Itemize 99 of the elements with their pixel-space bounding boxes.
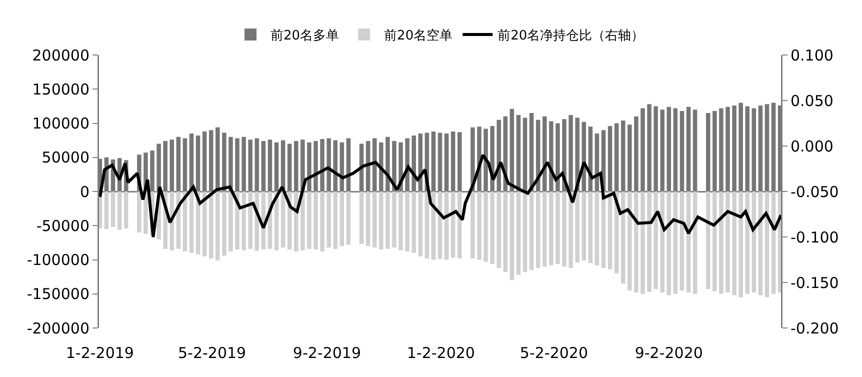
bar bbox=[124, 192, 128, 228]
bar bbox=[536, 192, 540, 268]
bar bbox=[248, 192, 252, 249]
y2-tick-label: -0.050 bbox=[790, 182, 839, 201]
bar bbox=[778, 192, 781, 293]
bar bbox=[496, 192, 501, 268]
x-tick-label: 9-2-2019 bbox=[292, 344, 362, 362]
y2-tick-label: 0.100 bbox=[790, 46, 834, 64]
x-tick-label: 1-2-2020 bbox=[406, 344, 475, 362]
bar bbox=[137, 192, 142, 232]
bar bbox=[216, 192, 220, 260]
bar bbox=[666, 192, 672, 296]
bar bbox=[719, 192, 724, 294]
bar bbox=[320, 192, 324, 252]
legend-label: 前20名净持仓比（右轴） bbox=[498, 28, 644, 44]
bar bbox=[706, 192, 710, 290]
bar bbox=[386, 192, 390, 249]
bar bbox=[575, 192, 580, 262]
bar bbox=[470, 192, 475, 258]
bar bbox=[228, 192, 233, 252]
bar bbox=[542, 192, 547, 267]
x-tick-label: 9-2-2020 bbox=[634, 344, 703, 362]
bar bbox=[562, 192, 566, 267]
y2-tick-label: 0.000 bbox=[790, 137, 834, 156]
bar bbox=[333, 192, 338, 249]
bar bbox=[418, 192, 423, 256]
bar bbox=[549, 192, 554, 266]
y-tick-label: -50000 bbox=[36, 216, 90, 235]
bar bbox=[594, 192, 600, 266]
bar bbox=[620, 192, 626, 284]
bar bbox=[732, 192, 736, 296]
bar bbox=[510, 192, 514, 280]
y-tick-label: -200000 bbox=[26, 319, 90, 338]
bar bbox=[412, 192, 416, 253]
legend-label: 前20名多单 bbox=[270, 28, 340, 44]
bar bbox=[398, 192, 403, 250]
bar bbox=[242, 192, 246, 250]
bar bbox=[444, 192, 449, 260]
bar bbox=[745, 192, 750, 294]
bar bbox=[405, 192, 410, 252]
bar bbox=[608, 192, 612, 270]
bar bbox=[634, 192, 638, 293]
x-tick-label: 5-2-2020 bbox=[520, 344, 588, 362]
bar bbox=[117, 192, 122, 230]
bar bbox=[726, 192, 730, 293]
bar bbox=[522, 118, 528, 192]
bar bbox=[326, 192, 331, 248]
bar bbox=[582, 192, 586, 260]
bar bbox=[673, 192, 678, 294]
bar bbox=[392, 192, 396, 248]
bar bbox=[222, 192, 226, 256]
bar bbox=[280, 192, 286, 248]
bar bbox=[379, 192, 384, 250]
x-tick-label: 1-2-2019 bbox=[66, 344, 134, 362]
y2-tick-label: -0.150 bbox=[790, 274, 839, 292]
bar bbox=[503, 192, 508, 272]
bar bbox=[680, 192, 684, 290]
bar bbox=[366, 192, 370, 246]
y-tick-label: 50000 bbox=[42, 148, 90, 167]
bar bbox=[424, 192, 430, 258]
bar bbox=[490, 192, 494, 264]
bar bbox=[640, 192, 645, 294]
bar bbox=[654, 192, 658, 290]
bar bbox=[588, 192, 593, 264]
y2-tick-label: -0.100 bbox=[790, 228, 839, 246]
y-tick-label: 150000 bbox=[32, 80, 90, 98]
bar bbox=[628, 192, 632, 290]
bar bbox=[346, 192, 351, 245]
bar bbox=[144, 192, 148, 234]
y2-tick-label: 0.050 bbox=[790, 92, 834, 110]
legend-label: 前20名空单 bbox=[384, 28, 453, 44]
bar bbox=[110, 192, 116, 227]
x-tick-label: 5-2-2019 bbox=[178, 344, 246, 362]
y-tick-label: 0 bbox=[80, 182, 90, 201]
y-tick-label: -100000 bbox=[26, 251, 90, 269]
y2-tick-label: -0.200 bbox=[790, 319, 839, 338]
bar bbox=[712, 192, 717, 292]
bar bbox=[522, 192, 528, 272]
bar bbox=[477, 192, 482, 260]
bar bbox=[516, 192, 521, 275]
bar bbox=[484, 192, 488, 262]
bar bbox=[568, 192, 573, 268]
bar bbox=[314, 192, 318, 250]
bar bbox=[104, 192, 109, 230]
bar bbox=[647, 192, 652, 292]
y-tick-label: 100000 bbox=[32, 114, 90, 132]
y-tick-label: 200000 bbox=[32, 46, 90, 64]
bar bbox=[307, 192, 312, 249]
bar bbox=[300, 192, 305, 250]
bar bbox=[359, 192, 364, 244]
bar bbox=[758, 192, 763, 296]
y-tick-label: -150000 bbox=[26, 285, 90, 304]
bar bbox=[556, 192, 560, 264]
bar bbox=[340, 192, 344, 246]
bar bbox=[529, 192, 534, 270]
bar bbox=[372, 192, 377, 248]
bar bbox=[738, 192, 743, 298]
bar bbox=[660, 192, 664, 293]
bar bbox=[189, 192, 194, 253]
